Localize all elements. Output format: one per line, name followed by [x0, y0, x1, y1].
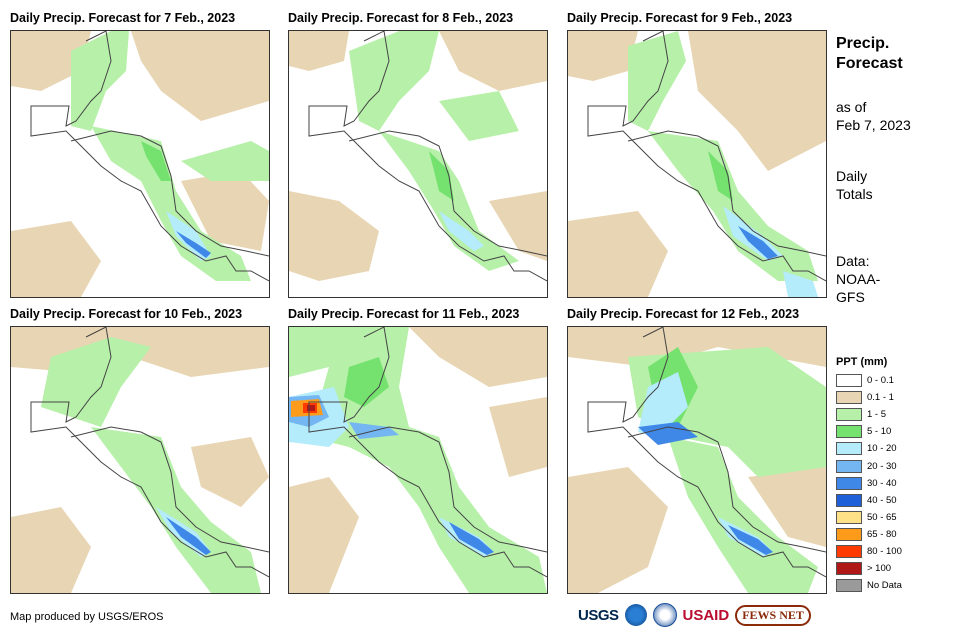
- legend-label: 80 - 100: [867, 545, 902, 557]
- daily-totals-line2: Totals: [836, 186, 873, 202]
- legend-item: 1 - 5: [836, 406, 902, 423]
- data-source-line3: GFS: [836, 289, 865, 305]
- as-of-value: Feb 7, 2023: [836, 117, 911, 133]
- sidebar-title: Precip. Forecast: [836, 34, 903, 74]
- usgs-logo: USGS: [578, 606, 619, 624]
- legend-swatch: [836, 408, 862, 422]
- data-source-line2: NOAA-: [836, 271, 881, 287]
- legend-item: 50 - 65: [836, 509, 902, 526]
- legend-swatch: [836, 510, 862, 524]
- as-of-label: as of: [836, 99, 867, 115]
- legend-label: No Data: [867, 580, 902, 592]
- legend-label: 0 - 0.1: [867, 375, 894, 387]
- legend-title: PPT (mm): [836, 356, 888, 368]
- panel-title-3: Daily Precip. Forecast for 9 Feb., 2023: [567, 11, 793, 25]
- as-of-date: as of Feb 7, 2023: [836, 98, 911, 134]
- panel-title-5: Daily Precip. Forecast for 11 Feb., 2023: [288, 307, 520, 321]
- forecast-map-6: [567, 326, 827, 594]
- legend-item: 65 - 80: [836, 526, 902, 543]
- legend-label: 50 - 65: [867, 511, 897, 523]
- legend-swatch: [836, 459, 862, 473]
- legend: PPT (mm) 0 - 0.1 0.1 - 1 1 - 5 5 - 10 10 - 2…: [836, 356, 902, 594]
- legend-item: 30 - 40: [836, 475, 902, 492]
- forecast-map-1: [10, 30, 270, 298]
- legend-label: 1 - 5: [867, 409, 887, 421]
- data-source: Data: NOAA- GFS: [836, 252, 880, 306]
- legend-swatch: [836, 579, 862, 593]
- usaid-logo-text: USAID: [682, 606, 730, 624]
- legend-label: 0.1 - 1: [867, 392, 894, 404]
- legend-item: > 100: [836, 560, 902, 577]
- legend-swatch: [836, 527, 862, 541]
- panel-title-4: Daily Precip. Forecast for 10 Feb., 2023: [10, 307, 243, 321]
- legend-swatch: [836, 493, 862, 507]
- legend-label: > 100: [867, 563, 892, 575]
- daily-totals: Daily Totals: [836, 167, 873, 203]
- forecast-map-2: [288, 30, 548, 298]
- legend-swatch: [836, 562, 862, 576]
- legend-item: 0.1 - 1: [836, 389, 902, 406]
- panel-title-2: Daily Precip. Forecast for 8 Feb., 2023: [288, 11, 514, 25]
- legend-item: 20 - 30: [836, 457, 902, 474]
- legend-swatch: [836, 442, 862, 456]
- legend-label: 10 - 20: [867, 443, 897, 455]
- forecast-map-3: [567, 30, 827, 298]
- panel-title-6: Daily Precip. Forecast for 12 Feb., 2023: [567, 307, 800, 321]
- logos: USGS USAID FEWS NET: [578, 600, 811, 630]
- noaa-logo-icon: [624, 604, 647, 626]
- legend-label: 65 - 80: [867, 528, 897, 540]
- legend-label: 20 - 30: [867, 460, 897, 472]
- legend-label: 30 - 40: [867, 477, 897, 489]
- legend-swatch: [836, 425, 862, 439]
- legend-item: 5 - 10: [836, 423, 902, 440]
- legend-label: 5 - 10: [867, 426, 892, 438]
- legend-item: No Data: [836, 577, 902, 594]
- sidebar-title-line1: Precip.: [836, 35, 890, 52]
- daily-totals-line1: Daily: [836, 168, 868, 184]
- forecast-map-5: [288, 326, 548, 594]
- sidebar-title-line2: Forecast: [836, 55, 903, 72]
- panel-title-1: Daily Precip. Forecast for 7 Feb., 2023: [10, 11, 236, 25]
- data-source-line1: Data:: [836, 253, 870, 269]
- legend-label: 40 - 50: [867, 494, 897, 506]
- usaid-logo: USAID: [683, 607, 730, 624]
- seal-logo-icon: [652, 603, 677, 627]
- legend-item: 40 - 50: [836, 492, 902, 509]
- legend-swatch: [836, 374, 862, 388]
- forecast-map-4: [10, 326, 270, 594]
- legend-swatch: [836, 476, 862, 490]
- legend-item: 10 - 20: [836, 440, 902, 457]
- legend-swatch: [836, 544, 862, 558]
- legend-item: 80 - 100: [836, 543, 902, 560]
- legend-swatch: [836, 391, 862, 405]
- fews-net-logo: FEWS NET: [735, 604, 811, 626]
- legend-item: 0 - 0.1: [836, 372, 902, 389]
- credit: Map produced by USGS/EROS: [10, 611, 164, 623]
